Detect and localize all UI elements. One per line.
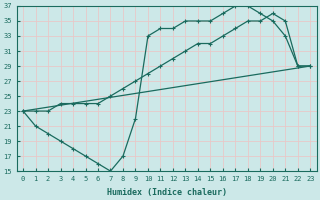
X-axis label: Humidex (Indice chaleur): Humidex (Indice chaleur) [107,188,227,197]
